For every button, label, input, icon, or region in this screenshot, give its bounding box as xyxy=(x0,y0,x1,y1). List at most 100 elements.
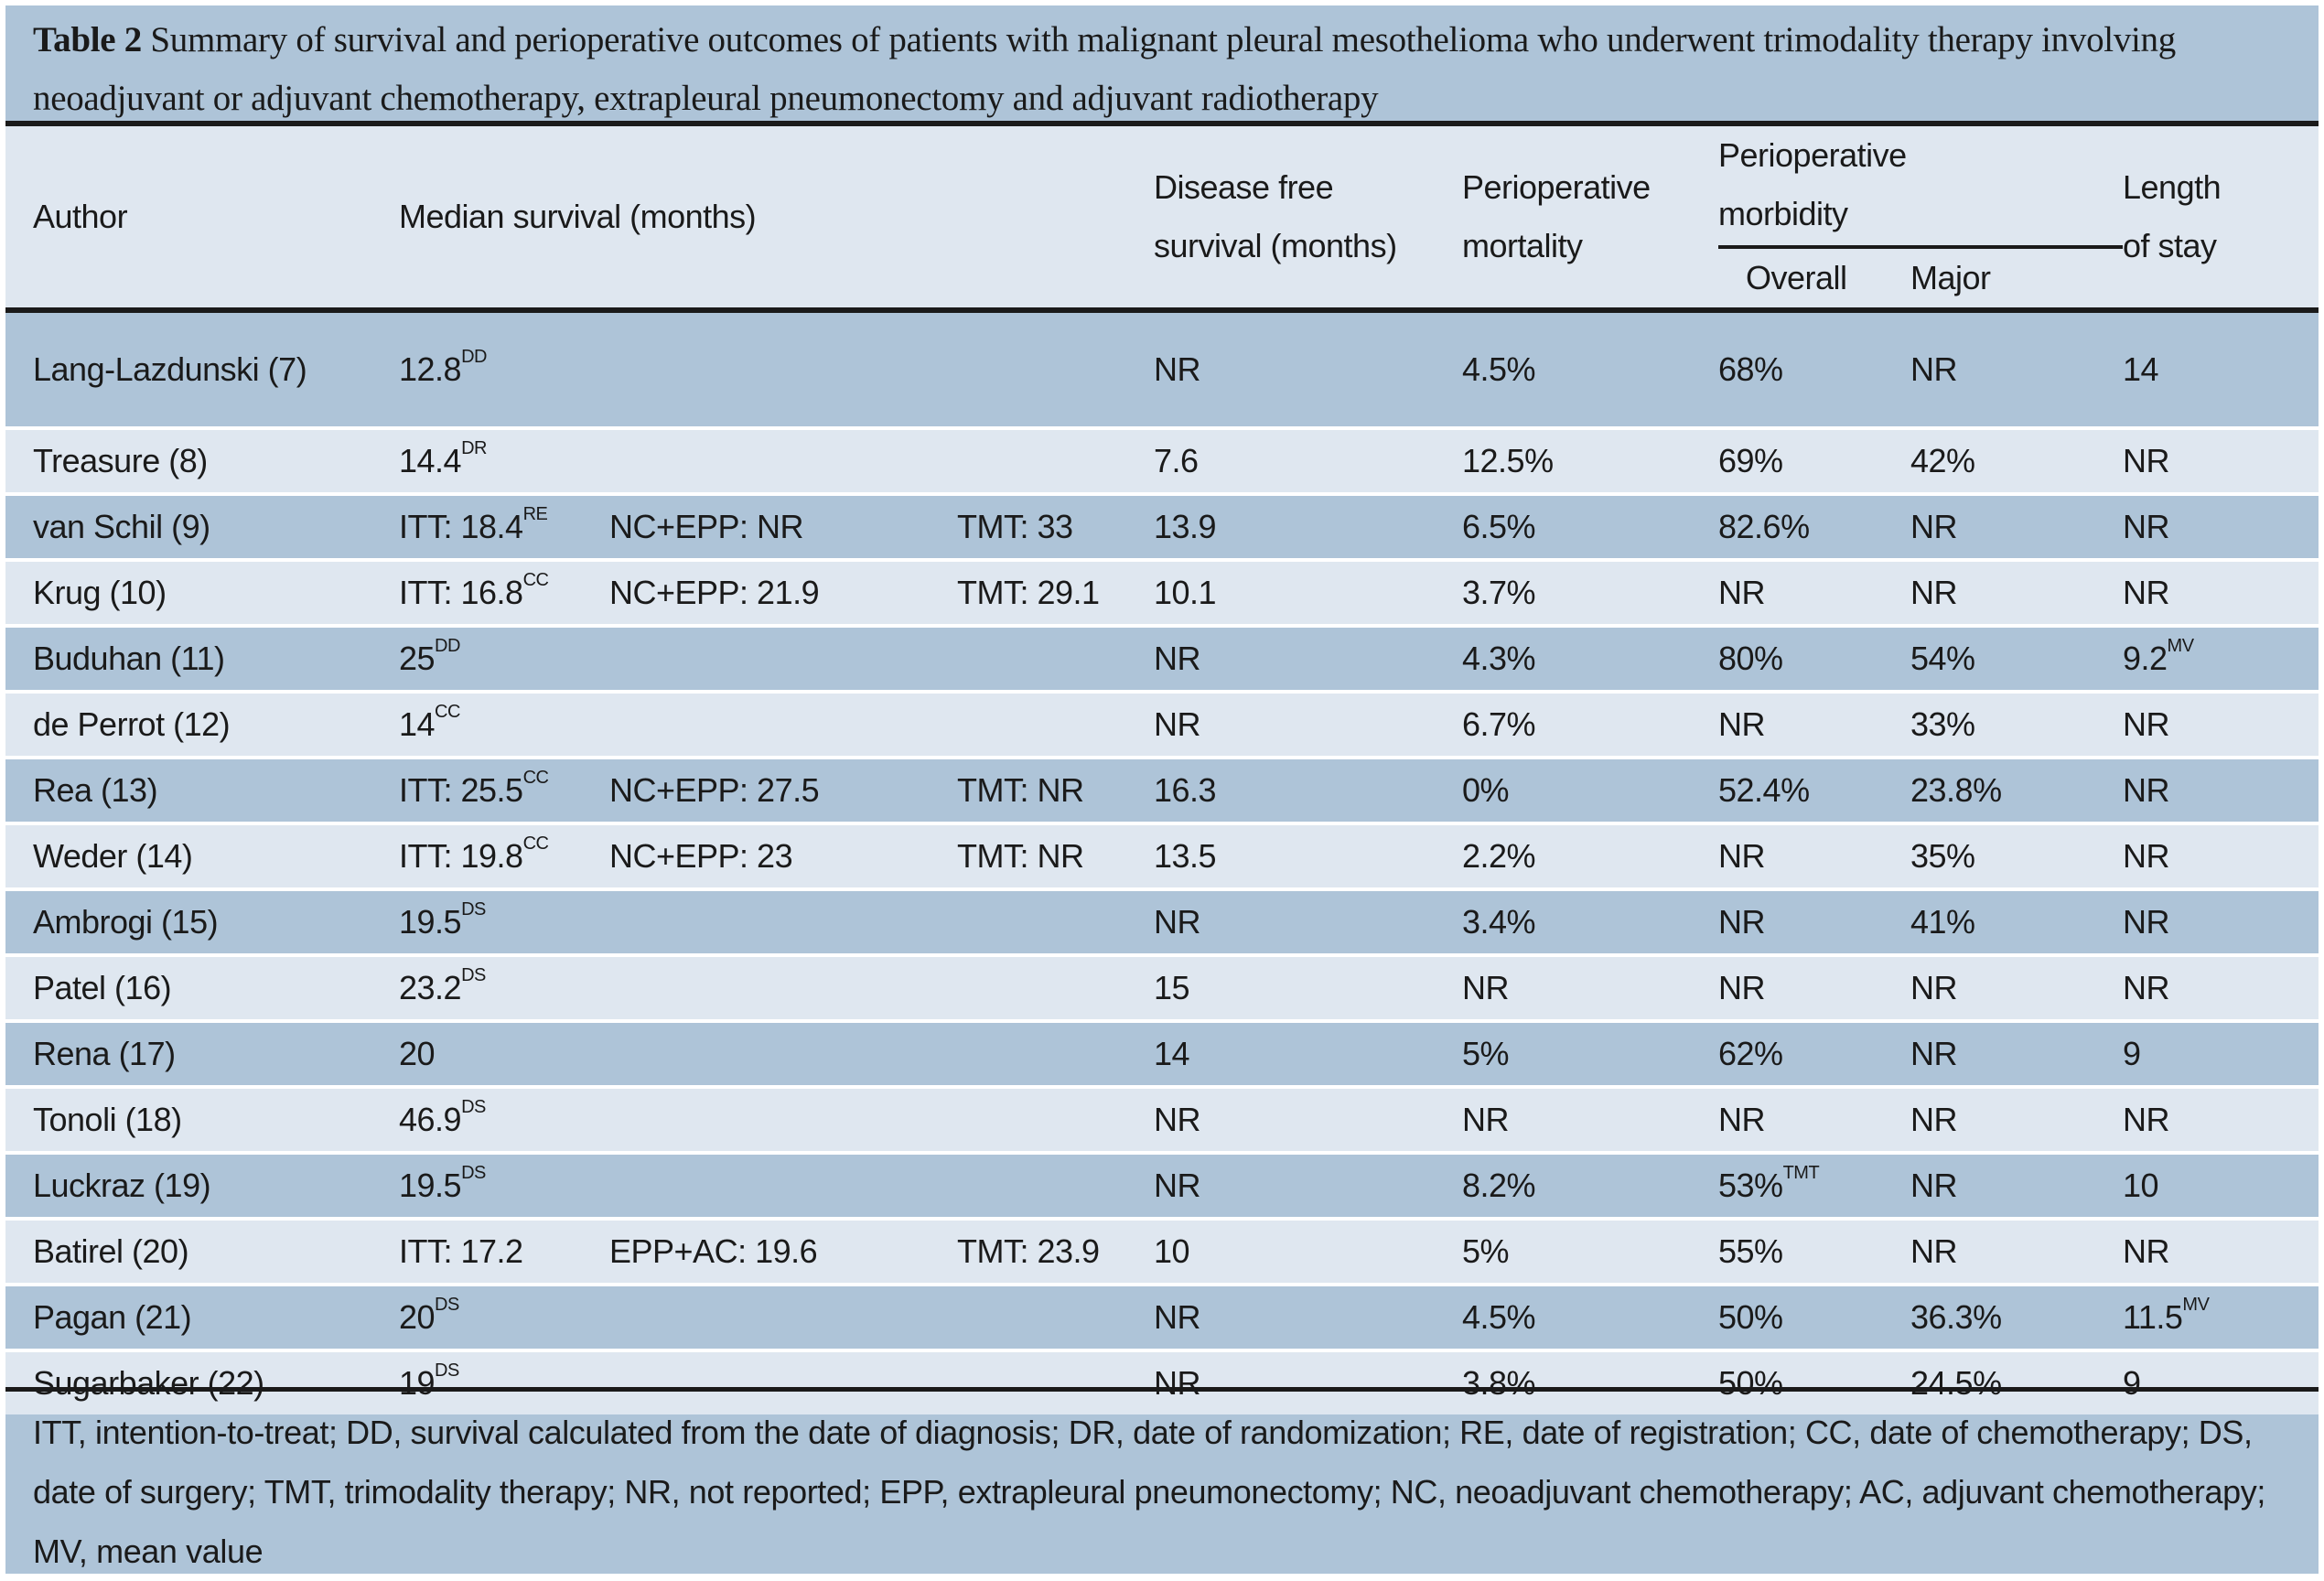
cell-dfs: 10 xyxy=(1154,1232,1190,1270)
table-row: Lang-Lazdunski (7) 12.8DD NR 4.5% 68% NR 14 xyxy=(5,310,2319,428)
cell-m2 xyxy=(609,1087,957,1153)
cell-m3 xyxy=(957,889,1154,955)
cell-major: 41% xyxy=(1910,903,1975,941)
cell-author: Lang-Lazdunski (7) xyxy=(33,350,307,388)
cell-m3 xyxy=(957,1087,1154,1153)
footnote-marker: TMT xyxy=(1782,1163,1820,1183)
cell-major: NR xyxy=(1910,1035,1958,1072)
cell-m3 xyxy=(957,955,1154,1021)
cell-overall: NR xyxy=(1718,837,1766,875)
cell-m3 xyxy=(957,428,1154,494)
header-major: Major xyxy=(1910,245,2123,310)
cell-author: Treasure (8) xyxy=(33,442,208,479)
cell-overall: 50% xyxy=(1718,1298,1783,1336)
cell-los: NR xyxy=(2123,1232,2170,1270)
cell-dfs: NR xyxy=(1154,1167,1201,1204)
cell-author: Patel (16) xyxy=(33,969,172,1006)
cell-los: 9 xyxy=(2123,1364,2141,1402)
cell-dfs: 7.6 xyxy=(1154,442,1199,479)
cell-m1: 14CC xyxy=(399,702,460,743)
cell-m2 xyxy=(609,1285,957,1350)
cell-m3: TMT: NR xyxy=(957,771,1084,809)
cell-m2: NC+EPP: 21.9 xyxy=(609,574,820,611)
footnote-marker: DD xyxy=(435,636,460,656)
cell-author: Sugarbaker (22) xyxy=(33,1364,264,1402)
cell-los: NR xyxy=(2123,442,2170,479)
cell-major: 35% xyxy=(1910,837,1975,875)
cell-mort: 4.5% xyxy=(1462,1298,1536,1336)
cell-overall: NR xyxy=(1718,903,1766,941)
cell-m3 xyxy=(957,310,1154,428)
cell-dfs: NR xyxy=(1154,640,1201,677)
cell-m2: NC+EPP: 23 xyxy=(609,837,793,875)
cell-m3 xyxy=(957,692,1154,758)
header-morbidity: Perioperative morbidity xyxy=(1718,136,1907,232)
cell-major: 24.5% xyxy=(1910,1364,2002,1402)
cell-mort: 0% xyxy=(1462,771,1510,809)
cell-mort: 6.5% xyxy=(1462,508,1536,545)
cell-los: NR xyxy=(2123,508,2170,545)
cell-author: Rea (13) xyxy=(33,771,158,809)
cell-overall: 50% xyxy=(1718,1364,1783,1402)
cell-m2 xyxy=(609,428,957,494)
cell-m1: 25DD xyxy=(399,636,460,677)
cell-overall: 53%TMT xyxy=(1718,1163,1820,1204)
table-row: Krug (10) ITT: 16.8CC NC+EPP: 21.9 TMT: 29.… xyxy=(5,560,2319,626)
cell-m3: TMT: NR xyxy=(957,837,1084,875)
cell-m3 xyxy=(957,1153,1154,1219)
cell-overall: NR xyxy=(1718,1101,1766,1138)
cell-m1: ITT: 16.8CC xyxy=(399,570,549,611)
table-row: Rena (17) 20 14 5% 62% NR 9 xyxy=(5,1021,2319,1087)
cell-m3: TMT: 23.9 xyxy=(957,1232,1100,1270)
cell-overall: 69% xyxy=(1718,442,1783,479)
table-row: Rea (13) ITT: 25.5CC NC+EPP: 27.5 TMT: NR 16… xyxy=(5,758,2319,823)
header-overall: Overall xyxy=(1718,245,1910,310)
cell-m1: ITT: 25.5CC xyxy=(399,768,549,809)
cell-overall: 52.4% xyxy=(1718,771,1810,809)
cell-m1: ITT: 17.2 xyxy=(399,1232,523,1270)
cell-m3 xyxy=(957,1285,1154,1350)
cell-mort: 3.4% xyxy=(1462,903,1536,941)
cell-dfs: 16.3 xyxy=(1154,771,1217,809)
header-dfs: Disease free survival (months) xyxy=(1154,168,1397,264)
table-row: Pagan (21) 20DS NR 4.5% 50% 36.3% 11.5MV xyxy=(5,1285,2319,1350)
cell-m2 xyxy=(609,955,957,1021)
cell-major: 33% xyxy=(1910,705,1975,743)
cell-los: NR xyxy=(2123,903,2170,941)
cell-m2 xyxy=(609,1153,957,1219)
cell-dfs: NR xyxy=(1154,903,1201,941)
cell-dfs: 14 xyxy=(1154,1035,1190,1072)
footnote-marker: CC xyxy=(522,768,549,788)
table-row: de Perrot (12) 14CC NR 6.7% NR 33% NR xyxy=(5,692,2319,758)
table-row: Ambrogi (15) 19.5DS NR 3.4% NR 41% NR xyxy=(5,889,2319,955)
cell-m2: EPP+AC: 19.6 xyxy=(609,1232,818,1270)
cell-author: Batirel (20) xyxy=(33,1232,189,1270)
cell-mort: 5% xyxy=(1462,1232,1510,1270)
table-row: van Schil (9) ITT: 18.4RE NC+EPP: NR TMT: 3… xyxy=(5,494,2319,560)
cell-major: NR xyxy=(1910,1101,1958,1138)
footnote-marker: DS xyxy=(461,899,486,920)
cell-los: 14 xyxy=(2123,350,2159,388)
caption-label: Table 2 xyxy=(33,20,142,59)
cell-mort: 2.2% xyxy=(1462,837,1536,875)
header-median-survival: Median survival (months) xyxy=(399,198,757,235)
cell-major: 23.8% xyxy=(1910,771,2002,809)
cell-m2 xyxy=(609,1021,957,1087)
table-row: Treasure (8) 14.4DR 7.6 12.5% 69% 42% NR xyxy=(5,428,2319,494)
cell-mort: 4.5% xyxy=(1462,350,1536,388)
cell-mort: NR xyxy=(1462,969,1510,1006)
footnote-marker: DR xyxy=(461,438,487,458)
cell-major: NR xyxy=(1910,969,1958,1006)
cell-overall: NR xyxy=(1718,705,1766,743)
table-footnote: ITT, intention-to-treat; DD, survival ca… xyxy=(5,1387,2319,1581)
cell-mort: 3.7% xyxy=(1462,574,1536,611)
cell-overall: 80% xyxy=(1718,640,1783,677)
cell-major: NR xyxy=(1910,574,1958,611)
cell-m1: ITT: 19.8CC xyxy=(399,834,549,875)
cell-overall: 55% xyxy=(1718,1232,1783,1270)
cell-m1: 19DS xyxy=(399,1361,459,1402)
cell-los: NR xyxy=(2123,1101,2170,1138)
cell-mort: 8.2% xyxy=(1462,1167,1536,1204)
table-row: Batirel (20) ITT: 17.2 EPP+AC: 19.6 TMT: 23… xyxy=(5,1219,2319,1285)
cell-overall: 68% xyxy=(1718,350,1783,388)
